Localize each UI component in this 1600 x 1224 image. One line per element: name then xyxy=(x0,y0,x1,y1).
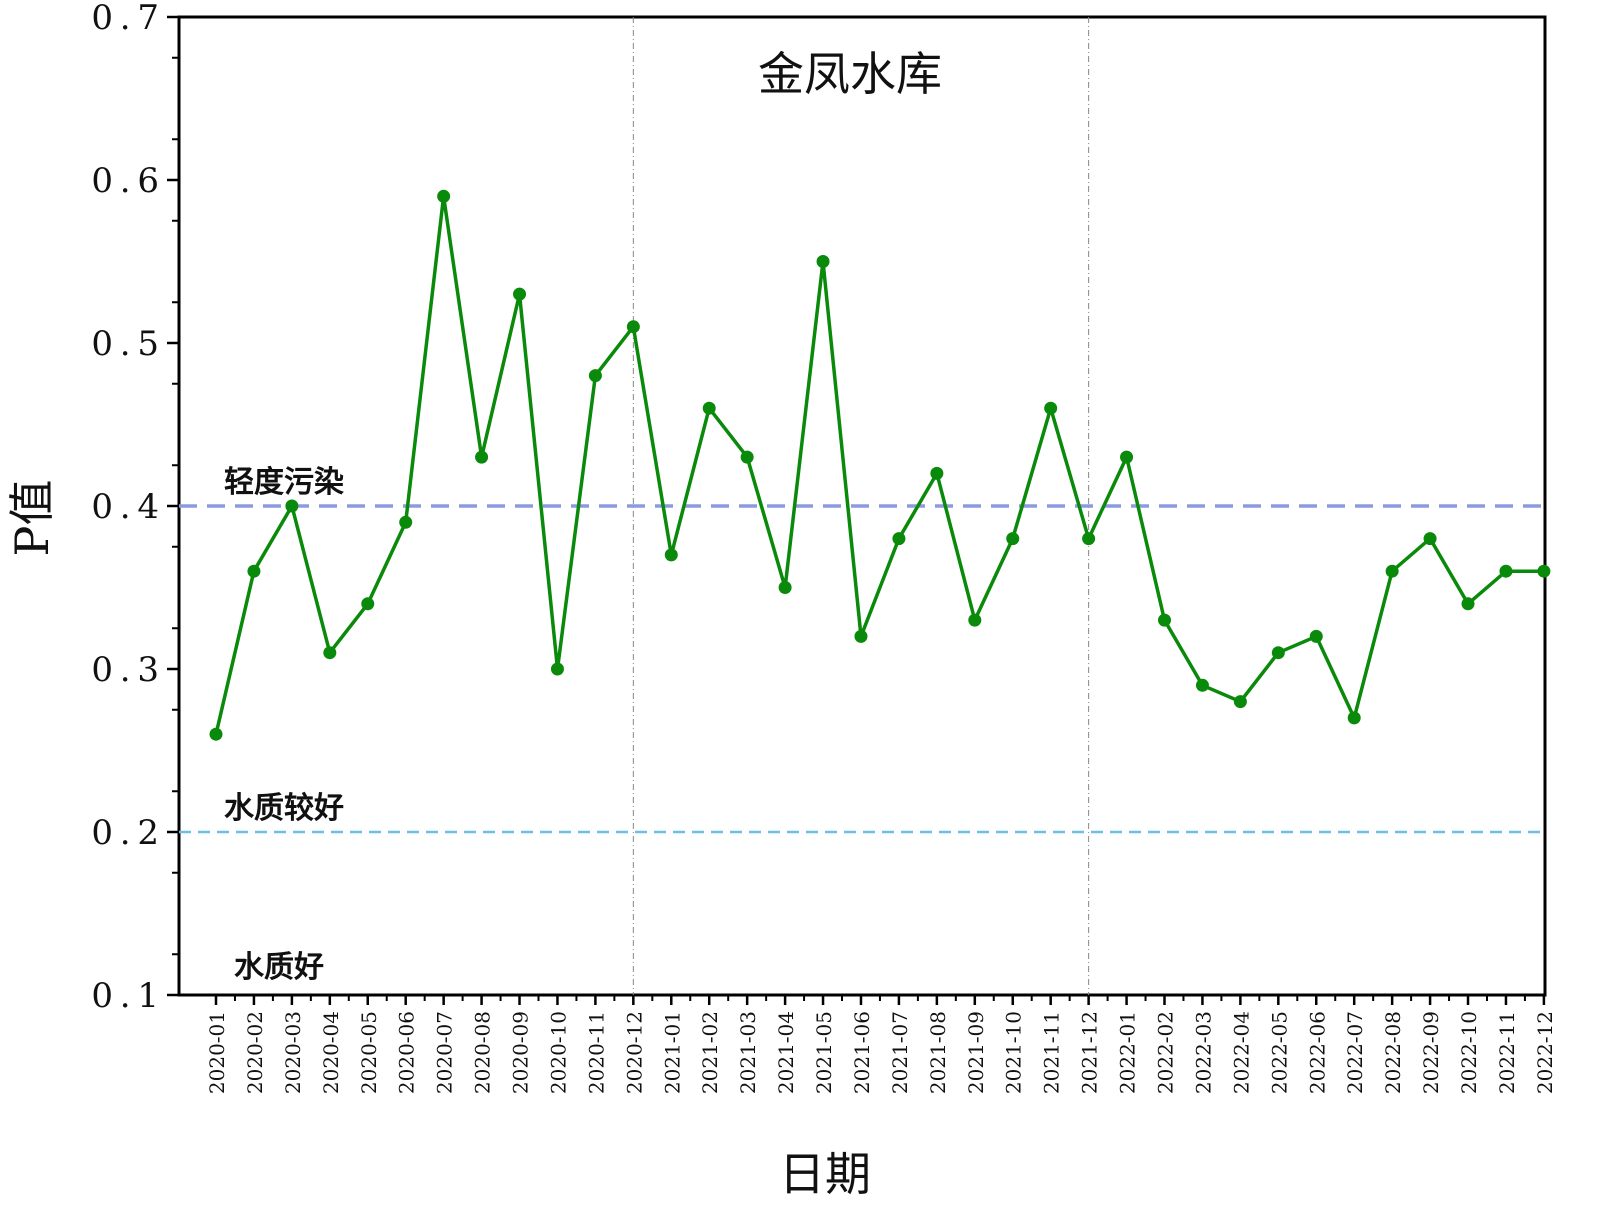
y-axis: 0 . 1 0 . 2 0 . 3 0 . 4 0 . 5 0 . 6 0 . 7 xyxy=(91,0,179,1016)
x-tick-label: 2022-04 xyxy=(1229,1011,1253,1094)
x-tick-label: 2020-07 xyxy=(433,1011,457,1094)
x-tick-label: 2021-07 xyxy=(888,1011,912,1094)
x-tick-label: 2021-03 xyxy=(736,1011,760,1094)
x-tick-label: 2022-01 xyxy=(1116,1011,1140,1094)
data-point xyxy=(323,646,337,660)
x-tick-label: 2022-11 xyxy=(1495,1011,1519,1094)
x-tick-label: 2022-07 xyxy=(1343,1011,1367,1094)
y-tick-label: 0 . 4 xyxy=(91,487,159,527)
data-point xyxy=(399,515,413,529)
y-axis-title: P值 xyxy=(5,480,59,557)
data-point xyxy=(664,548,678,562)
y-tick-label: 0 . 7 xyxy=(91,0,159,38)
x-tick-label: 2020-04 xyxy=(319,1011,343,1094)
data-point xyxy=(588,369,602,383)
data-point xyxy=(1537,564,1551,578)
data-point xyxy=(1271,646,1285,660)
x-tick-label: 2022-06 xyxy=(1305,1011,1329,1094)
x-tick-label: 2020-02 xyxy=(243,1011,267,1094)
reference-line-label: 轻度污染 xyxy=(224,465,344,500)
data-point xyxy=(1461,597,1475,611)
year-dividers xyxy=(632,17,1090,995)
y-tick-label: 0 . 3 xyxy=(91,650,159,690)
data-point xyxy=(1233,695,1247,709)
chart-title: 金凤水库 xyxy=(758,47,942,101)
data-point xyxy=(1044,401,1058,415)
data-point xyxy=(475,450,489,464)
data-point xyxy=(285,499,299,513)
data-point xyxy=(930,466,944,480)
data-point xyxy=(778,581,792,594)
data-point xyxy=(513,287,527,301)
x-tick-label: 2020-10 xyxy=(546,1011,570,1094)
x-tick-label: 2022-03 xyxy=(1191,1011,1215,1094)
data-point xyxy=(816,255,830,268)
data-point xyxy=(1309,629,1323,643)
x-tick-label: 2022-10 xyxy=(1457,1011,1481,1094)
data-point xyxy=(702,401,716,415)
x-tick-label: 2022-12 xyxy=(1533,1011,1557,1094)
x-tick-label: 2020-01 xyxy=(205,1011,229,1094)
x-tick-label: 2021-09 xyxy=(964,1011,988,1094)
x-axis: 2020-01 2020-02 2020-03 2020-04 2020-05 2020-… xyxy=(173,994,1557,1094)
series-line xyxy=(214,194,1544,735)
x-tick-label: 2020-06 xyxy=(395,1011,419,1094)
x-tick-label: 2021-05 xyxy=(812,1011,836,1094)
data-point xyxy=(892,532,906,546)
reference-line-label: 水质较好 xyxy=(224,791,344,826)
data-point xyxy=(1195,678,1209,692)
x-tick-label: 2020-05 xyxy=(357,1011,381,1094)
x-tick-label: 2021-08 xyxy=(926,1011,950,1094)
x-tick-label: 2021-12 xyxy=(1078,1011,1102,1094)
data-point xyxy=(1082,532,1096,546)
data-point xyxy=(740,450,754,464)
y-tick-label: 0 . 6 xyxy=(91,161,159,201)
x-tick-label: 2022-02 xyxy=(1154,1011,1178,1094)
data-point xyxy=(550,662,564,676)
x-tick-label: 2022-08 xyxy=(1381,1011,1405,1094)
y-tick-label: 0 . 5 xyxy=(91,324,159,364)
x-tick-label: 2020-09 xyxy=(509,1011,533,1094)
data-point xyxy=(1499,564,1513,578)
data-point xyxy=(437,189,451,203)
data-point xyxy=(361,597,375,611)
x-tick-label: 2021-02 xyxy=(698,1011,722,1094)
x-tick-label: 2021-04 xyxy=(774,1011,798,1094)
x-tick-label: 2020-12 xyxy=(622,1011,646,1094)
x-tick-label: 2020-08 xyxy=(471,1011,495,1094)
data-point xyxy=(1120,450,1134,464)
x-tick-label: 2022-09 xyxy=(1419,1011,1443,1094)
data-point xyxy=(209,727,223,741)
data-point xyxy=(1006,532,1020,546)
x-tick-label: 2022-05 xyxy=(1267,1011,1291,1094)
zone-label: 水质好 xyxy=(234,950,324,985)
data-point xyxy=(1347,711,1361,725)
x-axis-title: 日期 xyxy=(779,1147,871,1201)
x-tick-label: 2021-10 xyxy=(1002,1011,1026,1094)
series xyxy=(209,189,1551,741)
x-tick-label: 2021-11 xyxy=(1040,1011,1064,1094)
data-point xyxy=(854,629,868,643)
x-tick-label: 2021-06 xyxy=(850,1011,874,1094)
y-tick-label: 0 . 1 xyxy=(91,976,159,1016)
data-point xyxy=(1423,532,1437,546)
x-tick-label: 2020-11 xyxy=(584,1011,608,1094)
y-tick-label: 0 . 2 xyxy=(91,813,159,853)
data-point xyxy=(968,613,982,627)
data-point xyxy=(626,320,640,334)
x-tick-label: 2021-01 xyxy=(660,1011,684,1094)
data-point xyxy=(1158,613,1171,627)
data-point xyxy=(247,564,261,578)
data-point xyxy=(1385,564,1399,578)
x-tick-label: 2020-03 xyxy=(281,1011,305,1094)
